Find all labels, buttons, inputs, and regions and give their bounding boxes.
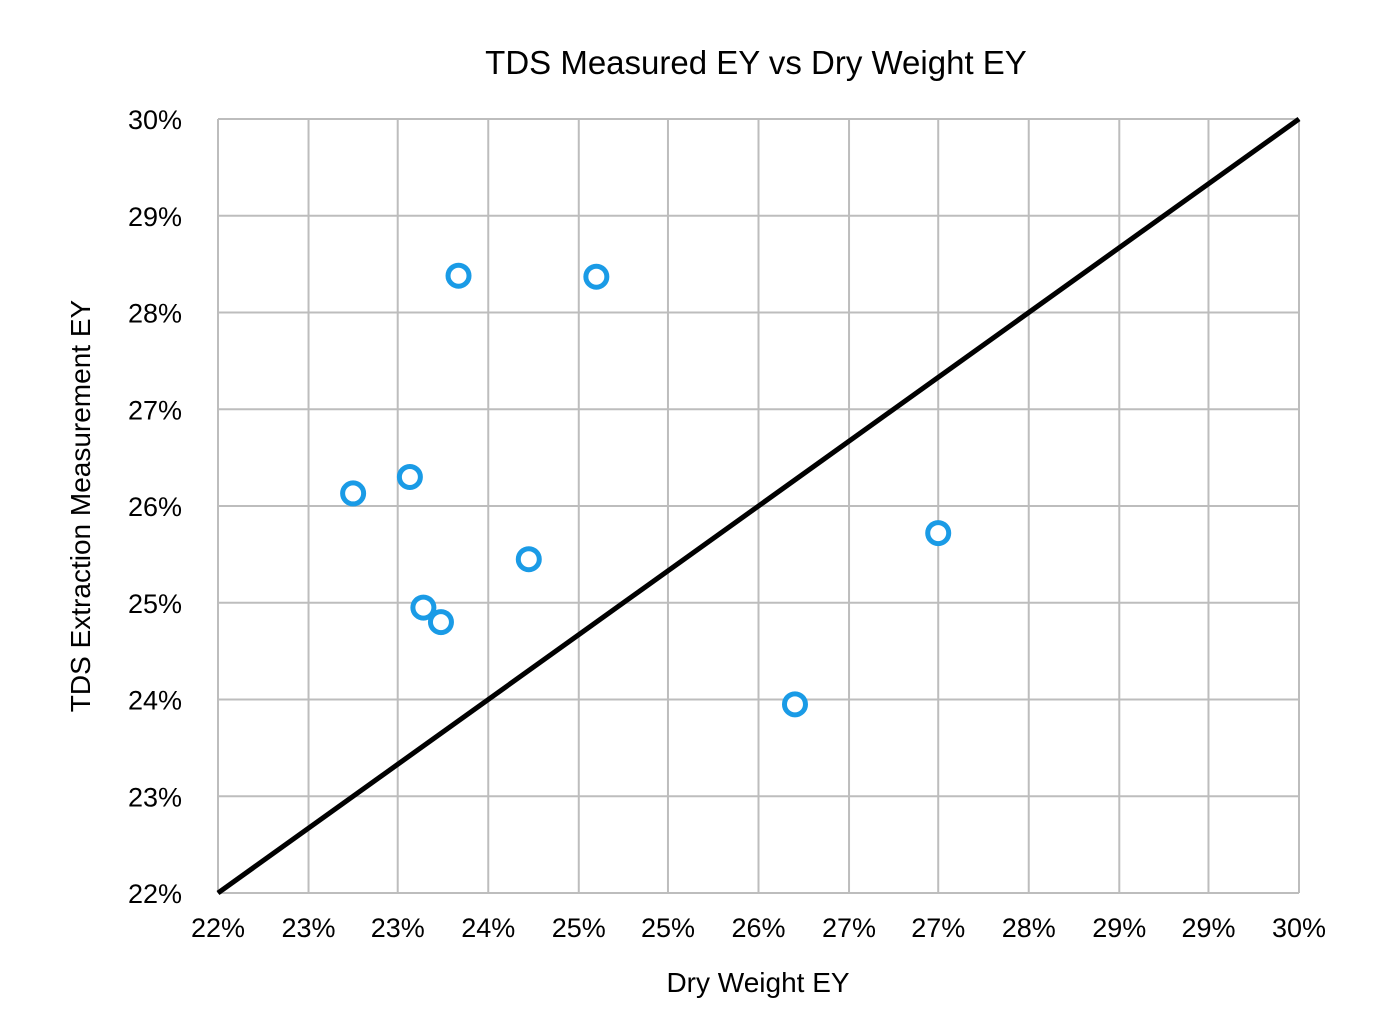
x-tick-label: 29%: [1181, 913, 1235, 943]
reference-line-layer: [216, 116, 1301, 896]
y-axis-label: TDS Extraction Measurement EY: [65, 299, 96, 712]
chart-title: TDS Measured EY vs Dry Weight EY: [485, 44, 1027, 81]
x-tick-label: 25%: [552, 913, 606, 943]
x-tick-label: 23%: [282, 913, 336, 943]
x-tick-label: 22%: [191, 913, 245, 943]
reference-line: [216, 116, 1301, 896]
x-tick-label: 26%: [731, 913, 785, 943]
x-tick-label: 25%: [641, 913, 695, 943]
x-tick-label: 23%: [371, 913, 425, 943]
data-point: [427, 609, 454, 636]
y-tick-label: 30%: [128, 105, 182, 135]
data-point: [583, 263, 610, 290]
y-tick-label: 26%: [128, 492, 182, 522]
data-points: [340, 262, 952, 718]
x-axis-label: Dry Weight EY: [666, 967, 849, 998]
data-point: [781, 691, 808, 718]
y-tick-label: 22%: [128, 879, 182, 909]
data-point: [396, 463, 423, 490]
data-point: [925, 520, 952, 547]
data-point: [515, 546, 542, 573]
x-tick-label: 28%: [1002, 913, 1056, 943]
x-tick-label: 29%: [1092, 913, 1146, 943]
x-tick-label: 27%: [822, 913, 876, 943]
y-tick-labels: 22% 23% 24% 25% 26% 27% 28% 29% 30%: [128, 105, 182, 909]
x-tick-labels: 22% 23% 23% 24% 25% 25% 26% 27% 27% 28% 29% 29% 30%: [191, 913, 1326, 943]
y-tick-label: 23%: [128, 782, 182, 812]
x-tick-label: 30%: [1272, 913, 1326, 943]
y-tick-label: 25%: [128, 589, 182, 619]
y-tick-label: 28%: [128, 299, 182, 329]
data-point: [445, 262, 472, 289]
y-tick-label: 29%: [128, 202, 182, 232]
data-point: [340, 480, 367, 507]
y-tick-label: 24%: [128, 686, 182, 716]
y-tick-label: 27%: [128, 395, 182, 425]
x-tick-label: 24%: [461, 913, 515, 943]
x-tick-label: 27%: [911, 913, 965, 943]
data-point: [410, 594, 437, 621]
